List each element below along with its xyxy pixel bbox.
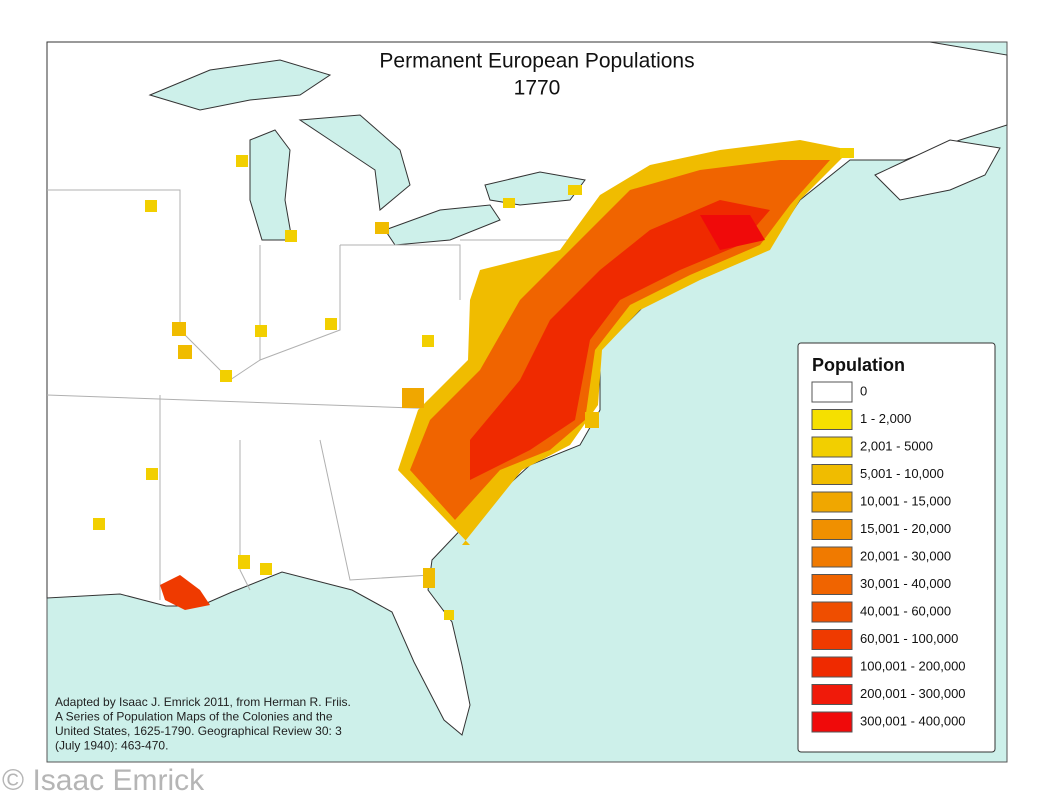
source-line: United States, 1625-1790. Geographical R… (55, 724, 342, 738)
legend-label: 100,001 - 200,000 (860, 658, 966, 673)
population-dot (172, 322, 186, 336)
legend-label: 2,001 - 5000 (860, 438, 933, 453)
border (239, 440, 251, 591)
border (319, 439, 431, 581)
population-dot (285, 230, 297, 242)
population-dots (93, 148, 854, 620)
legend: Population 0 1 - 2,000 2,001 - 5000 5,001 -… (797, 342, 996, 753)
population-area (470, 200, 770, 480)
legend-swatch (811, 601, 853, 623)
legend-swatch (811, 409, 853, 430)
legend-swatch (811, 519, 853, 540)
border (340, 244, 461, 300)
lake (298, 114, 411, 211)
population-area (700, 215, 765, 250)
population-dot (145, 200, 157, 212)
population-dot (568, 185, 582, 195)
legend-label: 300,001 - 400,000 (860, 713, 966, 728)
population-dot (503, 198, 515, 208)
population-areas (160, 140, 850, 610)
legend-label: 5,001 - 10,000 (860, 466, 944, 481)
source-line: (July 1940): 463-470. (55, 739, 168, 753)
legend-swatch (811, 464, 853, 485)
lake (249, 129, 293, 241)
population-dot (423, 568, 435, 588)
land (874, 139, 1001, 201)
population-dot (178, 345, 192, 359)
legend-label: 10,001 - 15,000 (860, 493, 951, 508)
lakes (148, 59, 586, 246)
legend-swatch (811, 629, 853, 650)
border (259, 245, 341, 361)
lake (484, 171, 586, 206)
lake (148, 59, 332, 111)
population-dot (238, 555, 250, 569)
population-dot (260, 563, 272, 575)
population-dot (422, 335, 434, 347)
legend-label: 15,001 - 20,000 (860, 521, 951, 536)
legend-swatch (811, 381, 853, 403)
population-dot (236, 155, 248, 167)
map-title: Permanent European Populations (379, 50, 694, 73)
population-dot (220, 370, 232, 382)
legend-label: 60,001 - 100,000 (860, 631, 958, 646)
population-dot (444, 610, 454, 620)
legend-swatch (811, 684, 853, 705)
legend-label: 0 (860, 383, 867, 398)
legend-swatch (811, 656, 853, 678)
watermark: © Isaac Emrick (2, 764, 205, 797)
legend-swatch (811, 491, 853, 513)
legend-label: 20,001 - 30,000 (860, 548, 951, 563)
legend-label: 1 - 2,000 (860, 411, 911, 426)
legend-swatch (811, 546, 853, 568)
legend-swatch (811, 436, 853, 458)
population-dot (402, 388, 424, 408)
population-dot (146, 468, 158, 480)
source-line: A Series of Population Maps of the Colon… (55, 710, 333, 724)
source-note: Adapted by Isaac J. Emrick 2011, from He… (55, 695, 351, 753)
source-line: Adapted by Isaac J. Emrick 2011, from He… (55, 695, 351, 709)
population-area (160, 575, 210, 610)
legend-swatch (811, 574, 853, 595)
legend-title: Population (812, 355, 905, 375)
legend-label: 30,001 - 40,000 (860, 576, 951, 591)
map-subtitle: 1770 (514, 77, 561, 100)
legend-label: 40,001 - 60,000 (860, 603, 951, 618)
population-dot (375, 222, 389, 234)
legend-label: 200,001 - 300,000 (860, 686, 966, 701)
population-dot (325, 318, 337, 330)
legend-swatch (811, 711, 853, 733)
population-dot (93, 518, 105, 530)
population-dot (840, 148, 854, 158)
population-dot (255, 325, 267, 337)
population-dot (585, 412, 599, 428)
